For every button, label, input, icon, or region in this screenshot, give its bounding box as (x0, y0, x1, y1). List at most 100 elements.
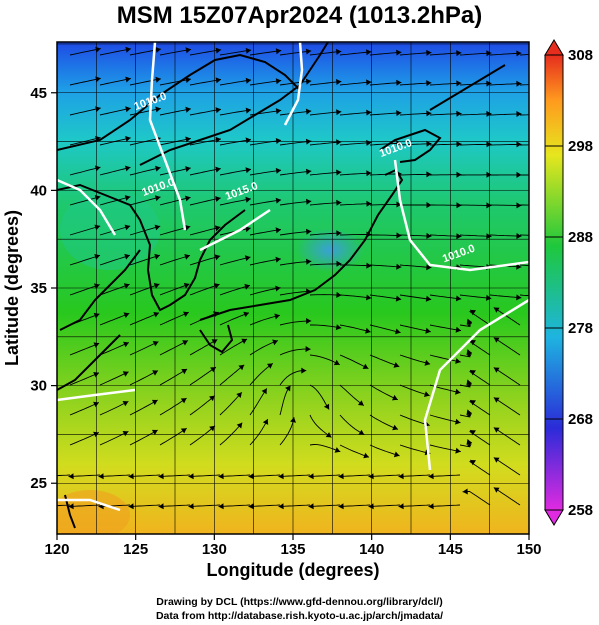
streamline (519, 144, 529, 146)
streamline-arrowhead (306, 258, 312, 265)
streamline-arrowhead (426, 232, 432, 239)
streamline-arrowhead (290, 417, 296, 423)
streamline (98, 474, 131, 478)
coastline-hokkaido (379, 128, 442, 163)
streamline-arrowhead (516, 50, 522, 57)
streamline (519, 264, 529, 266)
streamline (129, 283, 160, 296)
streamline (429, 294, 462, 300)
streamline (279, 230, 312, 236)
streamline (57, 474, 71, 477)
streamline (189, 255, 221, 266)
credit-data: Data from http://database.rish.kyoto-u.a… (155, 610, 444, 622)
streamline (68, 504, 101, 508)
streamline (428, 474, 461, 478)
streamline-arrowhead (125, 76, 131, 83)
streamline-arrowhead (470, 309, 476, 316)
streamline (309, 81, 342, 86)
streamline (399, 143, 432, 146)
colorbar-tick-label: 268 (568, 411, 593, 428)
streamline-arrowhead (466, 409, 472, 416)
streamline-arrowhead (39, 503, 44, 509)
streamline-arrowhead (183, 282, 190, 289)
streamline-arrowhead (335, 324, 342, 331)
streamline (309, 50, 342, 56)
streamline-arrowhead (275, 285, 281, 292)
y-tick-label: 35 (30, 280, 47, 297)
streamline (69, 137, 101, 146)
isobar-line (57, 498, 121, 512)
streamline-arrowhead (123, 283, 130, 289)
streamline (69, 402, 100, 416)
streamline-arrowhead (245, 107, 252, 114)
streamline-arrowhead (516, 202, 522, 209)
streamline-arrowhead (185, 195, 191, 202)
coastline-china-east (59, 249, 141, 331)
streamline-arrowhead (395, 328, 401, 335)
streamline (308, 474, 341, 478)
colorbar-tick-label: 258 (568, 502, 593, 519)
streamline (249, 169, 282, 176)
streamline (399, 384, 430, 397)
streamline-arrowhead (470, 430, 476, 436)
streamline (369, 112, 402, 116)
streamline-arrowhead (368, 503, 374, 510)
streamline-arrowhead (245, 226, 251, 233)
streamline-arrowhead (336, 139, 342, 146)
streamline-arrowhead (338, 503, 344, 510)
colorbar: 258 268 278 288 298 308 (544, 39, 593, 526)
streamline-arrowhead (128, 503, 134, 510)
coastlines (57, 42, 506, 529)
streamline (493, 367, 521, 386)
streamline (369, 444, 400, 457)
streamline-arrowhead (470, 460, 476, 466)
streamline (489, 234, 522, 237)
streamline-arrowhead (94, 283, 100, 290)
coastline-honshu (199, 168, 404, 321)
streamline-arrowhead (396, 140, 402, 147)
streamline (429, 324, 462, 332)
streamline (159, 167, 191, 176)
streamline-arrowhead (486, 171, 492, 178)
streamline (459, 234, 492, 237)
streamline (189, 168, 221, 176)
streamline (339, 111, 372, 116)
streamline (99, 196, 131, 206)
streamline (279, 200, 312, 206)
colorbar-tick-label: 288 (568, 229, 593, 246)
streamline-arrowhead (398, 473, 404, 480)
streamline (369, 142, 402, 146)
streamline (368, 504, 401, 508)
streamline-arrowhead (236, 392, 242, 398)
streamline (249, 50, 282, 56)
y-tick-label: 30 (30, 378, 47, 395)
streamline (429, 82, 462, 86)
streamline (99, 342, 130, 356)
streamline (308, 504, 341, 508)
streamline-arrowhead (470, 400, 476, 406)
x-tick-label: 145 (438, 541, 463, 558)
streamline (159, 254, 191, 266)
chart-title: MSM 15Z07Apr2024 (1013.2hPa) (116, 2, 483, 29)
streamline (129, 196, 161, 206)
streamline (489, 83, 522, 86)
streamline (189, 339, 218, 356)
streamline (339, 414, 365, 436)
streamline (399, 82, 432, 86)
streamline-arrowhead (366, 170, 372, 177)
streamline (519, 114, 529, 116)
streamline (69, 372, 100, 386)
streamline-arrowhead (248, 473, 254, 480)
streamline (429, 113, 462, 116)
streamline (399, 324, 431, 333)
streamline-arrowhead (94, 224, 101, 231)
streamline-arrowhead (396, 263, 402, 270)
streamline (129, 48, 161, 56)
credit-drawing: Drawing by DCL (https://www.gfd-dennou.o… (156, 596, 443, 608)
streamline (309, 171, 342, 176)
streamline-arrowhead (493, 397, 500, 403)
streamline (219, 109, 252, 116)
x-tick-label: 150 (516, 541, 541, 558)
streamline (279, 140, 312, 146)
streamline-arrowhead (94, 165, 101, 172)
